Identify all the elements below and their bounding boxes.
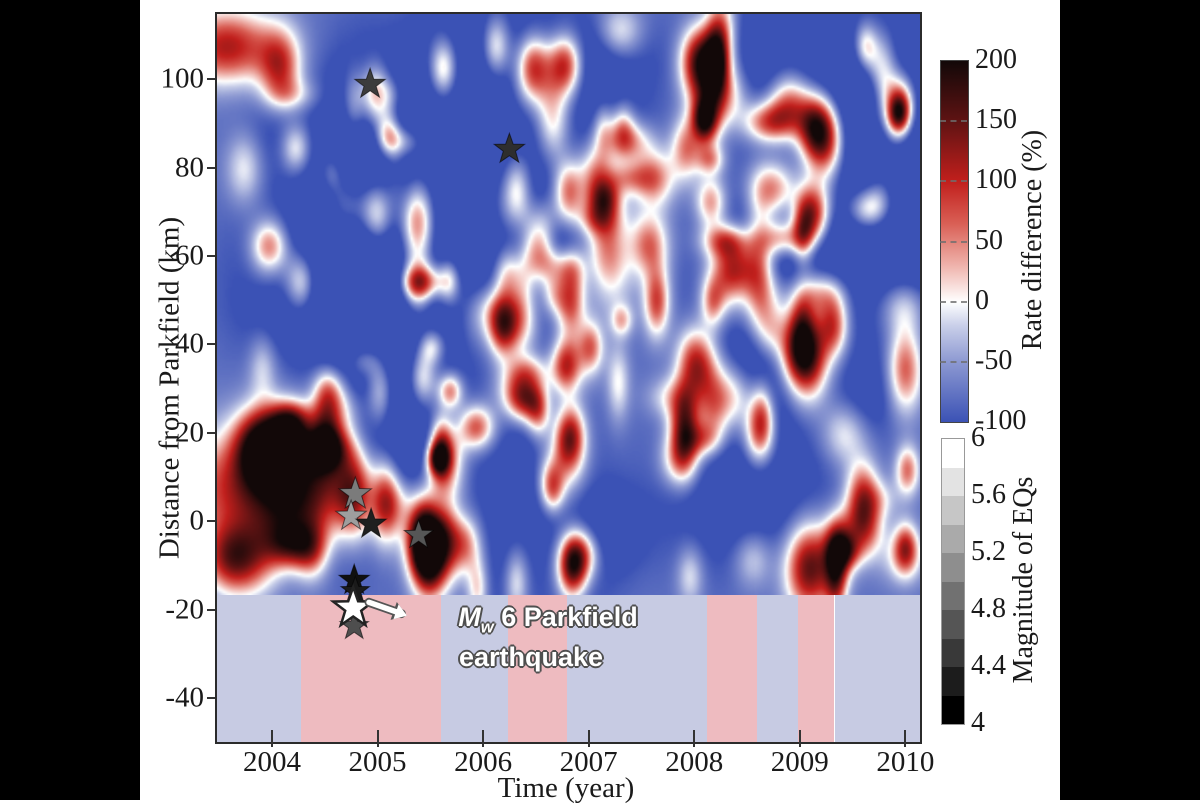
rate-colorbar-tick: [940, 180, 967, 183]
magnitude-colorbar-label: Magnitude of EQs: [1008, 476, 1039, 684]
rate-colorbar-tick-label: 0: [975, 284, 989, 316]
rate-colorbar-tick-label: 150: [975, 104, 1017, 136]
magnitude-colorbar-tick-label: 4.8: [971, 593, 1006, 624]
x-tick-label: 2009: [770, 746, 829, 778]
magnitude-colorbar-segment: [942, 496, 964, 525]
y-tick-label: -20: [165, 593, 204, 626]
magnitude-colorbar-tick-label: 6: [971, 422, 985, 453]
rate-colorbar-tick-label: 200: [975, 44, 1017, 75]
annotation-line2: earthquake: [458, 642, 604, 673]
x-tick-label: 2010: [876, 746, 935, 778]
seasonal-band-blue: [217, 595, 302, 742]
y-tick: [207, 254, 215, 257]
y-tick: [207, 166, 215, 169]
magnitude-colorbar-segment: [942, 581, 964, 610]
x-tick: [271, 730, 273, 747]
seasonal-band-blue: [757, 595, 798, 742]
rate-colorbar-tick-label: 50: [975, 224, 1003, 256]
rate-colorbar-tick: [940, 300, 967, 303]
figure-canvas: Mw 6 Parkfield earthquake 2004 2005 2006 20…: [140, 0, 1060, 804]
x-tick-label: 2005: [348, 746, 407, 778]
seasonal-band-pink: [508, 595, 568, 742]
magnitude-colorbar-tick-label: 4.4: [971, 650, 1006, 681]
rate-colorbar-tick-label: -50: [975, 344, 1013, 376]
x-tick-label: 2008: [665, 746, 724, 778]
parkfield-annotation: Mw 6 Parkfield earthquake: [413, 602, 683, 673]
magnitude-colorbar-segment: [942, 610, 964, 639]
y-tick: [207, 343, 215, 346]
plot-area: Mw 6 Parkfield earthquake: [215, 12, 922, 744]
x-tick: [693, 730, 696, 747]
rate-colorbar-tick: [940, 120, 967, 123]
seasonal-band-blue: [440, 595, 509, 742]
rate-difference-colorbar: 200 150 100 50 0 -50 -100: [940, 44, 1026, 436]
magnitude-colorbar: 6 5.6 5.2 4.8 4.4 4: [941, 422, 1006, 738]
annotation-line1: Mw 6 Parkfield: [458, 602, 638, 637]
seasonal-band-blue: [567, 595, 707, 742]
x-axis-label: Time (year): [497, 772, 635, 804]
magnitude-colorbar-segment: [942, 638, 964, 667]
y-tick: [207, 697, 215, 699]
y-tick: [207, 78, 215, 81]
y-axis-label: Distance from Parkfield (km): [153, 216, 186, 560]
y-tick-label: 60: [175, 239, 204, 272]
x-tick: [904, 730, 907, 747]
y-tick: [207, 608, 215, 611]
annotation-mw: M: [458, 602, 481, 632]
x-tick-label: 2004: [243, 746, 301, 778]
magnitude-colorbar-segment: [942, 553, 964, 582]
x-tick: [798, 730, 801, 747]
magnitude-colorbar-segment: [942, 524, 964, 553]
magnitude-colorbar-tick-label: 4: [971, 707, 985, 738]
magnitude-colorbar-segments: [941, 438, 965, 725]
magnitude-colorbar-tick-label: 5.2: [971, 536, 1006, 567]
magnitude-colorbar-segment: [942, 667, 964, 696]
seasonal-band-pink: [797, 595, 835, 742]
rate-difference-heatmap: [217, 14, 920, 595]
rate-colorbar-label: Rate difference (%): [1017, 129, 1048, 351]
x-tick-label: 2007: [559, 746, 618, 778]
y-tick-label: 20: [175, 416, 204, 449]
y-tick: [207, 431, 215, 434]
magnitude-colorbar-segment: [942, 467, 964, 496]
rate-colorbar-tick-label: 100: [975, 164, 1017, 196]
x-tick: [587, 730, 590, 747]
y-tick-label: 80: [175, 151, 204, 184]
rate-colorbar-tick: [940, 240, 967, 243]
x-tick: [376, 730, 379, 747]
magnitude-colorbar-segment: [942, 695, 964, 724]
seasonal-band-blue: [834, 595, 920, 742]
y-tick-label: 40: [175, 327, 204, 360]
magnitude-colorbar-segment: [942, 439, 964, 468]
rate-colorbar-tick-label: -100: [975, 405, 1027, 436]
x-tick: [482, 730, 485, 747]
rate-colorbar-tick: [940, 360, 967, 363]
seasonal-band-strip: [217, 595, 920, 742]
y-tick: [207, 520, 215, 523]
seasonal-band-pink: [706, 595, 758, 742]
y-tick-label: 100: [160, 62, 205, 95]
y-tick-label: -40: [165, 681, 204, 714]
y-tick-label: 0: [189, 504, 205, 537]
x-tick-label: 2006: [454, 746, 513, 778]
magnitude-colorbar-tick-label: 5.6: [971, 479, 1006, 510]
